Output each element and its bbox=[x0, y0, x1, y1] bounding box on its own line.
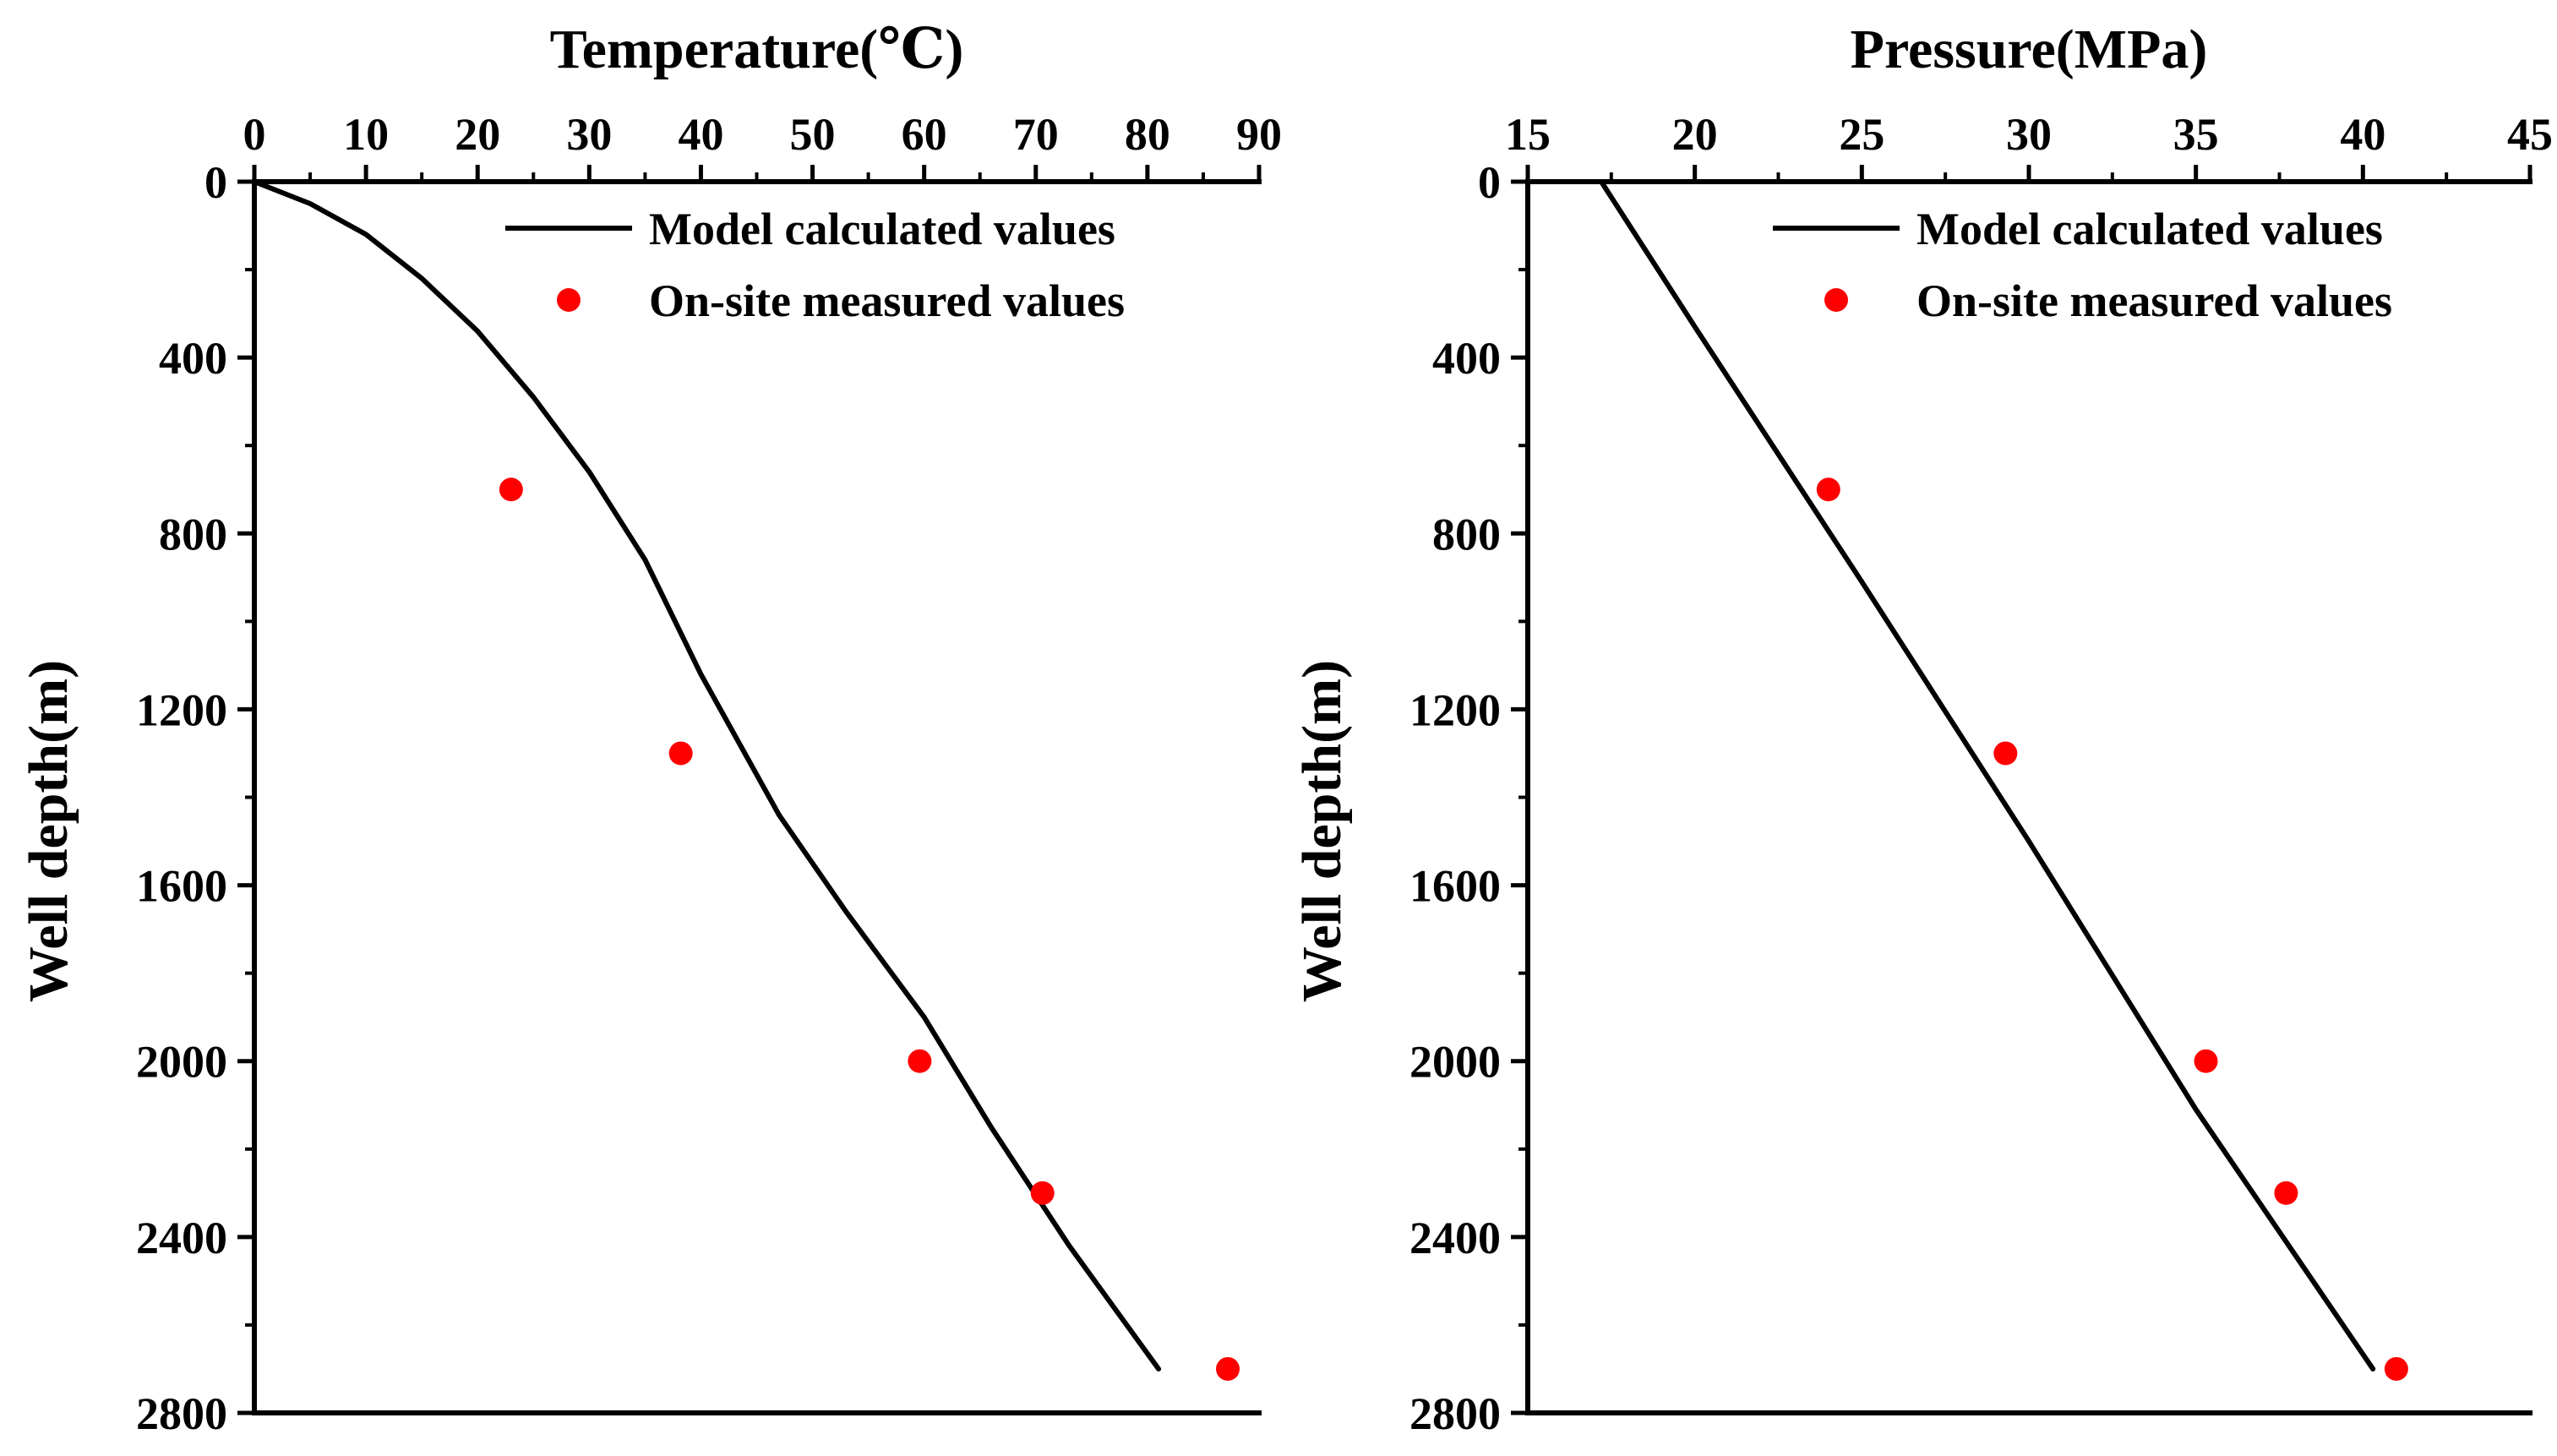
x-tick-label: 20 bbox=[1672, 109, 1718, 160]
measured-point bbox=[1216, 1356, 1240, 1381]
measured-point bbox=[1816, 477, 1840, 502]
y-tick-label: 400 bbox=[1432, 333, 1501, 384]
x-tick-label: 40 bbox=[678, 109, 723, 160]
legend-label: On-site measured values bbox=[1916, 275, 2392, 326]
x-tick-label: 30 bbox=[2006, 109, 2052, 160]
measured-point bbox=[1030, 1181, 1055, 1205]
legend-label: Model calculated values bbox=[1916, 204, 2383, 254]
measured-point bbox=[908, 1049, 932, 1073]
chart-panel-1: 0 10 20 30 40 50 60 70 80 90 0 400 800 1200 1600 2000 24… bbox=[18, 19, 1282, 1439]
x-tick-label: 50 bbox=[790, 109, 836, 160]
legend-label: On-site measured values bbox=[649, 275, 1125, 326]
legend-label: Model calculated values bbox=[649, 204, 1115, 254]
measured-point bbox=[2194, 1049, 2218, 1073]
measured-point bbox=[668, 741, 693, 766]
y-axis-title: Well depth(m) bbox=[1291, 660, 1353, 1002]
legend-marker-swatch bbox=[1824, 288, 1848, 312]
y-tick-label: 0 bbox=[204, 157, 227, 208]
x-tick-label: 45 bbox=[2507, 109, 2553, 160]
x-tick-label: 30 bbox=[566, 109, 612, 160]
chart-panel-2: 15 20 25 30 35 40 45 0 400 800 1200 1600 2000 2400 280… bbox=[1291, 19, 2553, 1439]
x-tick-label: 70 bbox=[1013, 109, 1059, 160]
measured-point bbox=[2274, 1181, 2298, 1205]
y-tick-label: 800 bbox=[159, 509, 227, 559]
legend-marker-swatch bbox=[557, 288, 581, 312]
y-tick-label: 2000 bbox=[136, 1037, 227, 1088]
measured-point bbox=[2384, 1356, 2408, 1381]
y-tick-label: 1200 bbox=[1409, 684, 1501, 735]
x-tick-label: 20 bbox=[455, 109, 500, 160]
y-tick-label: 1600 bbox=[1409, 861, 1501, 912]
y-tick-label: 2000 bbox=[1409, 1037, 1501, 1088]
y-tick-label: 2400 bbox=[136, 1213, 227, 1263]
x-tick-label: 60 bbox=[902, 109, 947, 160]
x-tick-label: 35 bbox=[2173, 109, 2219, 160]
y-axis-title: Well depth(m) bbox=[18, 660, 79, 1002]
y-tick-label: 1200 bbox=[136, 684, 227, 735]
x-axis-title: Temperature(℃) bbox=[550, 19, 964, 80]
x-tick-label: 80 bbox=[1125, 109, 1170, 160]
y-tick-label: 2800 bbox=[1409, 1388, 1501, 1439]
y-tick-label: 0 bbox=[1478, 157, 1501, 208]
x-tick-label: 90 bbox=[1236, 109, 1282, 160]
x-axis-title: Pressure(MPa) bbox=[1851, 19, 2208, 80]
x-tick-label: 25 bbox=[1839, 109, 1884, 160]
model-line bbox=[252, 179, 1162, 1371]
y-tick-label: 2800 bbox=[136, 1388, 227, 1439]
x-tick-label: 15 bbox=[1505, 109, 1551, 160]
x-tick-label: 40 bbox=[2340, 109, 2385, 160]
model-line bbox=[1599, 179, 2376, 1371]
y-tick-label: 1600 bbox=[136, 861, 227, 912]
x-tick-label: 0 bbox=[243, 109, 266, 160]
y-tick-label: 2400 bbox=[1409, 1213, 1501, 1263]
x-tick-label: 10 bbox=[343, 109, 389, 160]
y-tick-label: 800 bbox=[1432, 509, 1501, 559]
y-tick-label: 400 bbox=[159, 333, 227, 384]
measured-point bbox=[499, 477, 523, 502]
measured-point bbox=[1993, 741, 2018, 766]
